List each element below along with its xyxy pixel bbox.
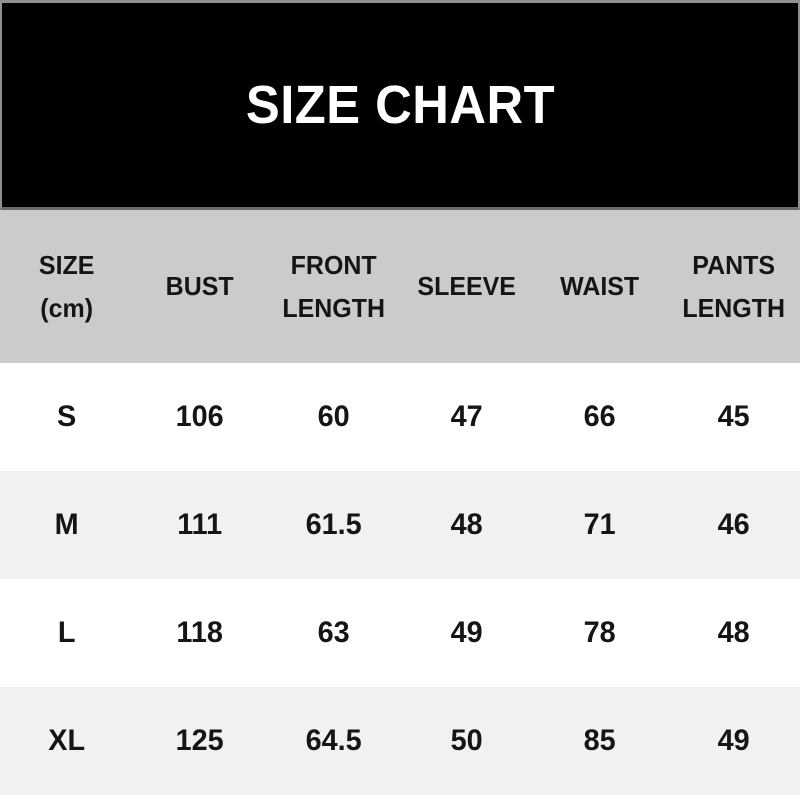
table-row-m: M 111 61.5 48 71 46 [0, 471, 800, 579]
column-header-front-length: FRONT LENGTH [282, 249, 385, 323]
front-length-value: 63 [317, 616, 350, 649]
sleeve-value: 50 [450, 724, 483, 757]
size-label: S [57, 400, 77, 433]
pants-length-value: 48 [717, 616, 750, 649]
sleeve-value: 48 [450, 508, 483, 541]
banner: SIZE CHART [0, 0, 800, 210]
page-title: SIZE CHART [245, 75, 555, 135]
front-length-value: 60 [317, 400, 350, 433]
bust-value: 125 [175, 724, 225, 757]
bottom-strip [0, 795, 800, 799]
size-label: L [57, 616, 76, 649]
pants-length-value: 46 [717, 508, 750, 541]
front-length-value: 64.5 [305, 724, 362, 757]
column-header-waist: WAIST [560, 271, 640, 302]
sleeve-value: 47 [450, 400, 483, 433]
waist-value: 85 [583, 724, 617, 757]
waist-value: 66 [583, 400, 617, 433]
table-row-s: S 106 60 47 66 45 [0, 363, 800, 471]
column-header-size: SIZE (cm) [38, 249, 95, 323]
front-length-value: 61.5 [305, 508, 362, 541]
size-label: XL [48, 724, 86, 757]
bust-value: 106 [175, 400, 225, 433]
table-header-row: SIZE (cm) BUST FRONT LENGTH SLEEVE WAIST… [0, 210, 800, 363]
waist-value: 78 [583, 616, 617, 649]
size-table: SIZE (cm) BUST FRONT LENGTH SLEEVE WAIST… [0, 210, 800, 800]
waist-value: 71 [583, 508, 617, 541]
column-header-pants-length: PANTS LENGTH [682, 249, 785, 323]
sleeve-value: 49 [450, 616, 483, 649]
column-header-sleeve: SLEEVE [417, 271, 516, 302]
size-label: M [54, 508, 79, 541]
bust-value: 111 [177, 508, 223, 541]
column-header-bust: BUST [166, 271, 234, 302]
table-row-l: L 118 63 49 78 48 [0, 579, 800, 687]
pants-length-value: 49 [717, 724, 750, 757]
bust-value: 118 [176, 616, 224, 649]
table-row-xl: XL 125 64.5 50 85 49 [0, 687, 800, 795]
pants-length-value: 45 [717, 400, 750, 433]
